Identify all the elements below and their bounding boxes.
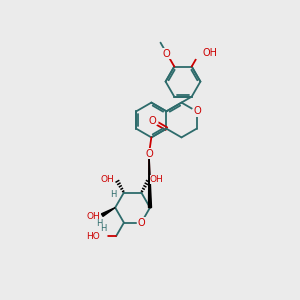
Text: H: H	[110, 190, 117, 199]
Circle shape	[112, 176, 121, 184]
Text: OH: OH	[150, 175, 164, 184]
Circle shape	[97, 231, 107, 241]
Circle shape	[194, 49, 204, 59]
Text: OH: OH	[100, 175, 114, 184]
Circle shape	[137, 219, 145, 226]
Polygon shape	[148, 154, 152, 208]
Text: O: O	[148, 116, 156, 126]
Text: H: H	[100, 224, 106, 233]
Text: H: H	[96, 219, 102, 228]
Circle shape	[98, 211, 107, 220]
Text: HO: HO	[86, 232, 100, 241]
Text: O: O	[137, 218, 145, 228]
Polygon shape	[101, 208, 115, 216]
Text: O: O	[145, 149, 153, 159]
Text: O: O	[163, 49, 171, 58]
Circle shape	[144, 176, 153, 184]
Circle shape	[149, 117, 158, 126]
Circle shape	[163, 50, 171, 57]
Text: O: O	[194, 106, 202, 116]
Text: OH: OH	[202, 49, 217, 58]
Text: OH: OH	[86, 212, 100, 221]
Circle shape	[192, 107, 201, 116]
Circle shape	[145, 150, 153, 158]
